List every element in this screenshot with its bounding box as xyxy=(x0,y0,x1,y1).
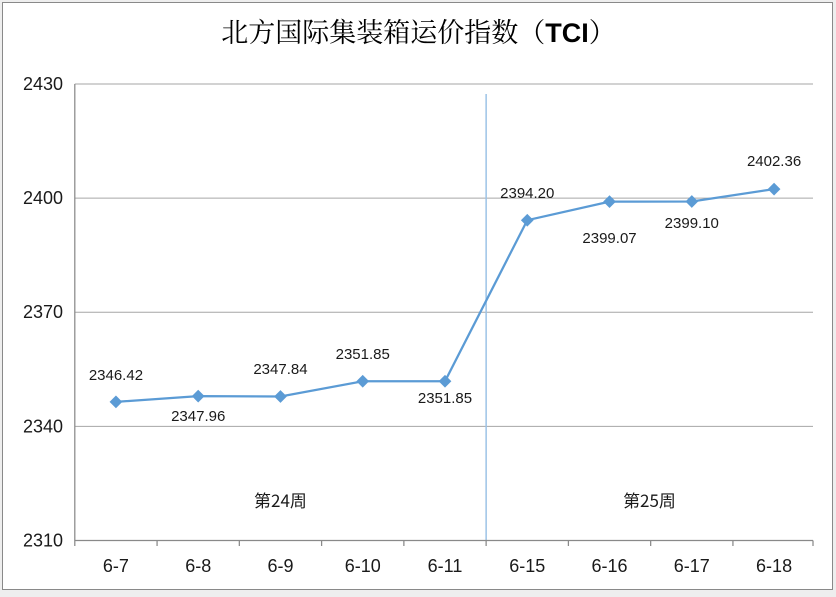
svg-text:6-7: 6-7 xyxy=(103,556,129,576)
svg-text:2351.85: 2351.85 xyxy=(418,390,472,407)
svg-text:2394.20: 2394.20 xyxy=(500,185,554,202)
svg-text:2347.84: 2347.84 xyxy=(253,361,307,378)
svg-text:6-10: 6-10 xyxy=(345,556,381,576)
svg-text:6-9: 6-9 xyxy=(267,556,293,576)
svg-text:第24周: 第24周 xyxy=(254,487,307,512)
svg-text:2310: 2310 xyxy=(23,531,63,551)
svg-text:第25周: 第25周 xyxy=(623,487,676,512)
svg-text:6-15: 6-15 xyxy=(509,556,545,576)
svg-text:2399.10: 2399.10 xyxy=(665,215,719,232)
svg-text:2430: 2430 xyxy=(23,74,63,94)
svg-text:2351.85: 2351.85 xyxy=(336,346,390,363)
svg-text:6-8: 6-8 xyxy=(185,556,211,576)
svg-text:2346.42: 2346.42 xyxy=(89,367,143,384)
svg-text:2400: 2400 xyxy=(23,188,63,208)
svg-text:6-16: 6-16 xyxy=(592,556,628,576)
svg-text:2347.96: 2347.96 xyxy=(171,408,225,425)
svg-text:6-11: 6-11 xyxy=(428,556,463,576)
svg-text:6-17: 6-17 xyxy=(674,556,710,576)
svg-text:2399.07: 2399.07 xyxy=(582,230,636,247)
svg-text:2402.36: 2402.36 xyxy=(747,153,801,170)
svg-text:2340: 2340 xyxy=(23,416,63,436)
svg-text:6-18: 6-18 xyxy=(756,556,792,576)
svg-text:2370: 2370 xyxy=(23,302,63,322)
